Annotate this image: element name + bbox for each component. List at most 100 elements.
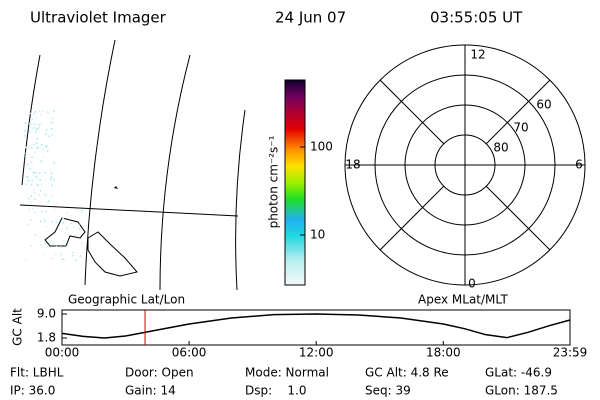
emission-dot xyxy=(40,114,42,116)
emission-dot xyxy=(49,169,51,171)
emission-dot xyxy=(28,223,30,226)
emission-dot xyxy=(30,245,32,247)
emission-dot xyxy=(35,172,37,174)
polar-label: 0 xyxy=(468,277,476,291)
polar: 12 0 18 6 60 70 80 xyxy=(344,44,586,291)
emission-dot xyxy=(24,152,26,155)
x-tick-label: 12:00 xyxy=(299,346,334,360)
meridian xyxy=(21,54,41,186)
emission-dot xyxy=(47,201,49,203)
emission-dot xyxy=(51,121,54,124)
emission-dot xyxy=(48,200,50,202)
emission-dot xyxy=(31,127,34,130)
emission-dot xyxy=(42,156,44,158)
emission-dot xyxy=(38,110,41,112)
emission-dot xyxy=(66,228,68,230)
spoke xyxy=(379,185,445,251)
y-tick-label: 9.0 xyxy=(37,307,56,321)
emission-dot xyxy=(25,183,28,185)
emission-dot xyxy=(44,145,46,147)
meridian xyxy=(159,54,191,291)
status-field: Mode: Normal xyxy=(245,366,329,380)
emission-dot xyxy=(45,194,47,197)
emission-dot xyxy=(28,131,30,134)
emission-dot xyxy=(50,172,53,175)
emission-dot xyxy=(50,179,52,181)
emission-dot xyxy=(30,122,32,125)
emission-dot xyxy=(45,133,47,135)
emission-dot xyxy=(34,198,36,200)
spoke xyxy=(485,185,551,251)
emission-dot xyxy=(71,254,74,257)
ring-label: 70 xyxy=(513,121,528,135)
emission-dot xyxy=(62,217,64,219)
emission-dot xyxy=(25,184,28,186)
emission-dot xyxy=(26,122,28,124)
status-field: IP: 36.0 xyxy=(10,384,55,398)
emission-dot xyxy=(33,123,35,125)
emission-dot xyxy=(37,177,39,180)
emission-dot xyxy=(24,130,26,132)
emission-dot xyxy=(24,135,26,137)
status-field: Door: Open xyxy=(125,366,194,380)
emission-dot xyxy=(37,128,39,130)
emission-dot xyxy=(51,221,53,223)
spoke xyxy=(485,79,551,145)
emission-dot xyxy=(72,251,74,254)
emission-dot xyxy=(26,177,29,180)
emission-dot xyxy=(28,179,31,181)
emission-dot xyxy=(29,203,31,206)
ring-label: 80 xyxy=(493,141,508,155)
y-axis-label: GC Alt xyxy=(11,308,25,346)
emission-dot xyxy=(40,160,43,162)
emission-dot xyxy=(53,162,55,164)
plot-title-right: Apex MLat/MLT xyxy=(418,293,508,307)
date: 24 Jun 07 xyxy=(275,9,346,27)
emission-dot xyxy=(65,245,67,248)
emission-dot xyxy=(51,195,53,197)
meridian xyxy=(235,109,246,291)
emission-dot xyxy=(54,253,57,256)
parallel xyxy=(19,204,239,217)
emission-dot xyxy=(42,148,44,150)
emission-dot xyxy=(46,111,49,113)
emission-dot xyxy=(28,208,31,211)
ring-label: 60 xyxy=(536,98,551,112)
emission-dot xyxy=(31,161,33,164)
status-field: Flt: LBHL xyxy=(10,366,64,380)
emission-dot xyxy=(39,244,42,246)
spoke xyxy=(379,79,445,145)
altitude-line xyxy=(61,313,571,339)
emission-dot xyxy=(28,130,31,132)
emission-dot xyxy=(39,179,41,181)
emission-dot xyxy=(66,212,68,214)
emission-dot xyxy=(56,202,58,204)
emission-dot xyxy=(24,155,27,158)
emission-dot xyxy=(59,252,62,254)
plot-title-left: Geographic Lat/Lon xyxy=(68,293,185,307)
polar-label: 12 xyxy=(470,48,485,62)
emission-dot xyxy=(33,126,36,129)
emission-dot xyxy=(29,112,31,115)
emission-dot xyxy=(37,146,39,149)
emission-dot xyxy=(46,204,48,207)
emission-dot xyxy=(45,210,47,213)
emission-dot xyxy=(74,234,77,237)
emission-dot xyxy=(52,242,54,245)
emission-dot xyxy=(37,123,39,126)
emission-dot xyxy=(27,180,30,182)
emission-dot xyxy=(55,221,58,223)
emission-dot xyxy=(51,133,54,136)
emission-dot xyxy=(28,197,30,200)
emission-dot xyxy=(38,194,41,196)
emission-dot xyxy=(59,218,61,221)
emission-dot xyxy=(31,156,33,158)
colorbar-label: photon cm⁻²s⁻¹ xyxy=(267,135,281,228)
emission-dot xyxy=(45,129,48,131)
emission-dot xyxy=(76,209,78,211)
emission-dot xyxy=(32,171,34,174)
emission-dot xyxy=(50,121,52,124)
emission-dot xyxy=(52,117,54,119)
emission-dot xyxy=(78,228,81,230)
emission-dot xyxy=(38,123,41,126)
